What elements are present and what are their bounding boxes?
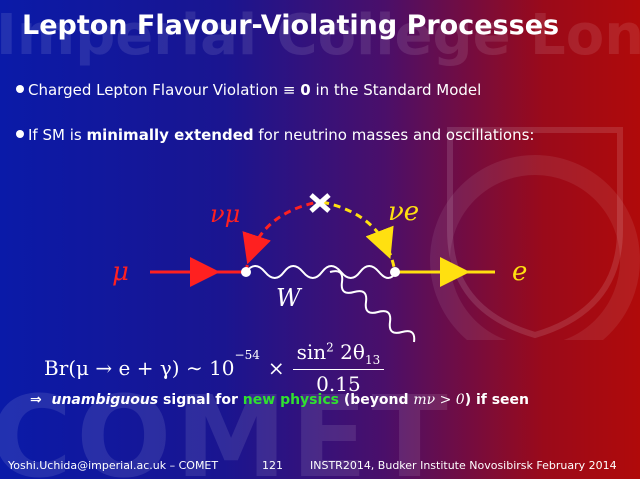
footer-page: 121 [262,459,283,472]
footer-left: Yoshi.Uchida@imperial.ac.uk – COMET [8,459,219,472]
formula-power: 2 [326,340,334,355]
formula-fraction: sin2 2θ13 0.15 [292,340,385,396]
formula-exponent: −54 [234,348,260,362]
highlight: new physics [242,392,339,408]
formula-index: 13 [364,353,381,367]
bullet: If SM is minimally extended for neutrino… [16,126,534,144]
emphasis: unambiguous [51,392,159,408]
arrow: ⇒ [30,392,42,408]
label-muon: μ [112,257,129,287]
text: (beyond [338,392,414,408]
text: signal for [158,392,243,408]
math: mν > 0 [413,392,465,408]
formula-lhs: Br(μ → e + γ) ∼ 10 [44,356,235,380]
label-nu-mu: νμ [210,200,240,228]
bullet-bold: minimally extended [86,126,254,144]
label-nu-e: νe [388,197,419,227]
bullet-text: If SM is [28,126,87,144]
bullet-text: Charged Lepton Flavour Violation ≡ [28,81,301,99]
bullet-text: for neutrino masses and oscillations: [253,126,535,144]
text: ) if seen [464,392,530,408]
conclusion: ⇒ unambiguous signal for new physics (be… [30,392,529,408]
bullet-bold: 0 [300,81,311,99]
bullet: Charged Lepton Flavour Violation ≡ 0 in … [16,81,481,99]
watermark-college: Imperial College London [0,3,640,68]
watermark-experiment: COMET [0,373,452,479]
footer-right: INSTR2014, Budker Institute Novosibirsk … [310,459,617,472]
label-electron: e [512,257,527,287]
formula: Br(μ → e + γ) ∼ 10 −54 × sin2 2θ13 0.15 [44,340,385,396]
formula-times: × [267,356,285,380]
slide-title: Lepton Flavour-Violating Processes [22,10,560,41]
formula-numerator: sin [296,340,327,364]
bullet-text: in the Standard Model [310,81,482,99]
label-boson: W [276,284,303,312]
formula-denominator: 0.15 [316,372,361,396]
formula-angle: 2θ [340,340,365,364]
